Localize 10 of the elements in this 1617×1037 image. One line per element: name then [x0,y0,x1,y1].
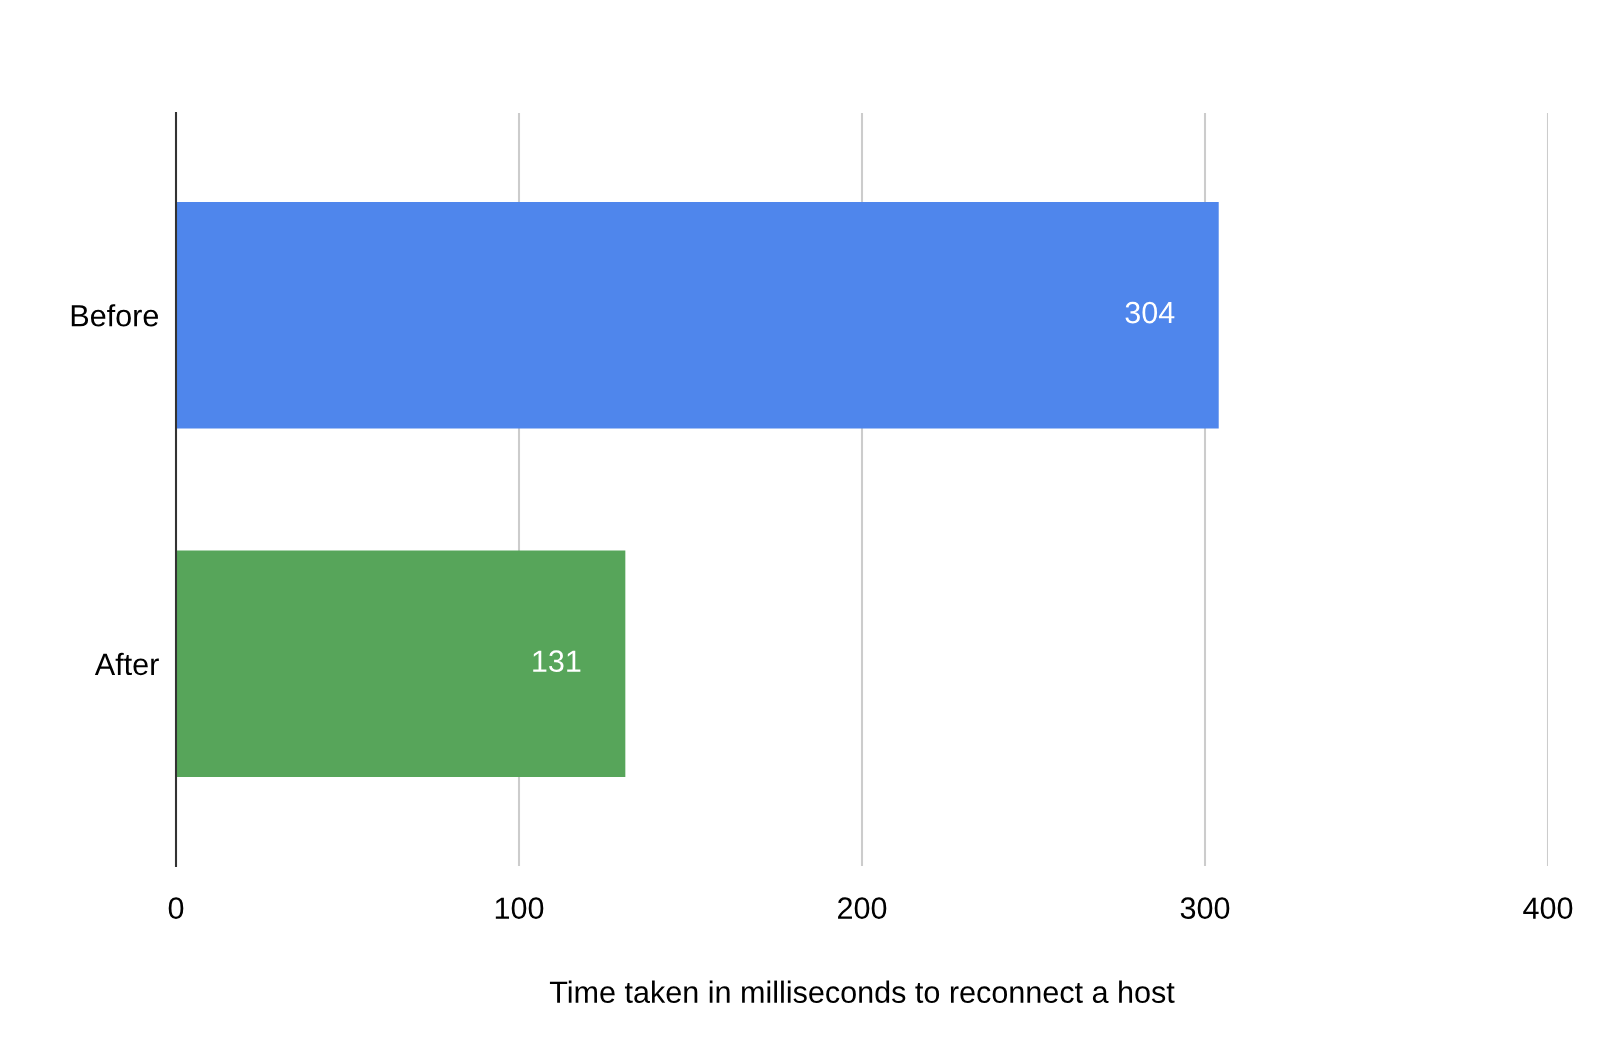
data-label: 131 [533,650,581,673]
x-tick-label: 300 [1180,897,1230,919]
data-label: 304 [1125,301,1175,324]
x-tick-label: 0 [168,897,184,919]
y-tick-label: After [94,652,159,676]
x-tick-label: 100 [495,897,544,919]
x-axis-title: Time taken in milliseconds to reconnect a host [549,980,1175,1004]
x-tick-label: 400 [1523,897,1573,919]
x-tick-label: 200 [838,897,887,919]
y-tick-label: Before [71,304,158,327]
